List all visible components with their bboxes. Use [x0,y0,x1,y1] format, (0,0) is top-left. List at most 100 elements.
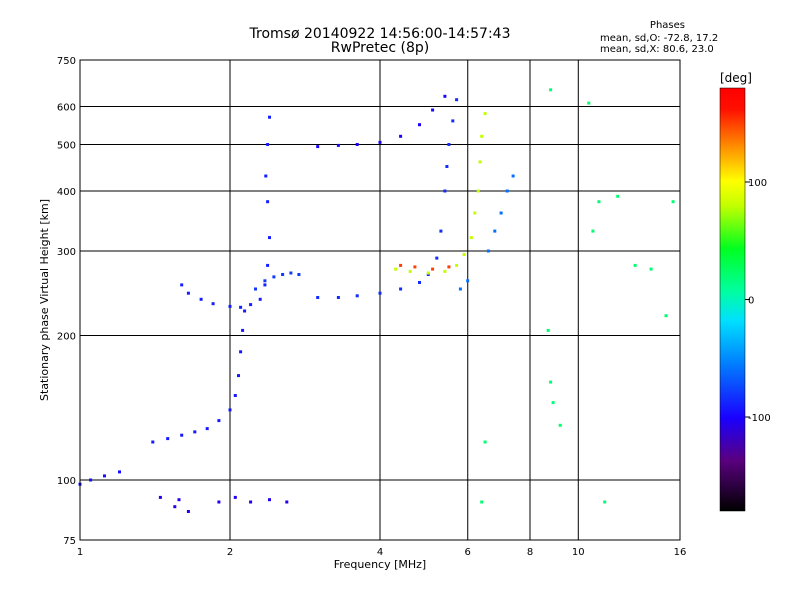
echo-point-5-10 [445,165,449,168]
x-tick-label-5: 10 [572,547,585,558]
echo-point-3-1 [186,291,190,295]
echo-point-5-3 [378,291,382,295]
x-tick-label-3: 6 [465,547,471,558]
echo-point-3-13 [266,143,270,146]
echo-point-9-1 [413,265,417,269]
echo-point-7-3 [443,269,447,273]
echo-point-8-5 [505,189,509,193]
echo-point-3-4 [228,304,232,308]
echo-point-0-2 [103,474,106,478]
echo-point-1-3 [186,510,190,513]
echo-point-10-11 [671,200,675,204]
echo-point-8-3 [493,229,497,233]
echo-point-5-13 [455,98,459,102]
y-tick-label-7: 750 [57,56,76,67]
echo-point-10-5 [591,229,595,233]
y-tick-label-5: 500 [57,141,76,152]
echo-point-6-7 [443,94,447,98]
echo-point-3-6 [249,303,253,307]
echo-point-6-5 [418,123,421,127]
echo-point-10-6 [597,200,601,204]
colorbar-tick-label-0: 100 [748,178,767,189]
echo-point-2-7 [233,394,237,397]
echo-point-7-9 [478,160,482,164]
echo-point-6-0 [316,145,320,149]
phase-legend-title: Phases [649,20,685,31]
y-tick-label-6: 600 [57,103,76,114]
echo-point-3-9 [266,263,270,267]
echo-point-8-2 [486,249,490,253]
echo-point-5-7 [435,256,439,260]
echo-point-8-4 [499,211,503,215]
x-tick-label-2: 4 [377,547,383,558]
echo-point-9-0 [399,263,403,267]
x-tick-label-4: 8 [527,547,533,558]
colorbar-tick-label-1: 0 [748,296,754,307]
echo-point-2-4 [205,427,209,431]
echo-point-2-11 [243,309,247,313]
echo-point-6-2 [355,143,359,146]
echo-point-7-4 [455,263,459,267]
echo-point-3-2 [199,297,203,301]
echo-point-3-10 [268,236,271,240]
echo-point-3-14 [268,115,271,119]
colorbar-label: [deg] [720,71,752,85]
echo-point-1-7 [268,498,271,502]
echo-point-3-12 [264,174,268,178]
echo-point-1-0 [158,495,162,499]
echo-point-5-2 [355,294,359,298]
echo-point-5-0 [316,296,320,299]
echo-point-7-11 [483,112,487,116]
echo-point-5-5 [418,281,421,284]
echo-point-1-1 [173,505,177,509]
echo-point-2-0 [151,440,155,444]
grid-lines [80,60,680,540]
echo-point-1-6 [249,500,253,504]
echo-point-10-0 [546,328,550,332]
echo-point-2-1 [166,437,170,441]
echo-point-2-10 [241,328,245,332]
echo-point-8-0 [458,287,462,291]
echo-point-7-10 [480,134,484,138]
x-tick-label-1: 2 [227,547,233,558]
echo-point-7-5 [462,253,466,256]
chart-title: Tromsø 20140922 14:56:00-14:57:43 [249,26,511,42]
echo-point-3-11 [266,200,270,204]
echo-point-4-2 [272,275,276,279]
colorbar-ticks: 100 0 -100 [745,178,771,424]
echo-point-3-3 [211,302,215,306]
echo-point-3-7 [258,297,262,301]
phase-legend-o: mean, sd,O: -72.8, 17.2 [600,33,719,44]
echo-point-2-8 [237,374,240,378]
echo-points [78,88,675,513]
echo-point-7-6 [469,236,473,240]
echo-point-7-8 [476,189,480,193]
echo-point-5-12 [451,119,455,123]
echo-point-2-6 [228,408,232,412]
echo-point-6-4 [399,134,403,138]
echo-point-1-8 [285,500,289,504]
echo-point-7-0 [394,267,398,271]
echo-point-9-3 [447,265,451,269]
echo-point-7-2 [426,271,430,275]
echo-point-2-3 [193,430,197,434]
echo-point-2-5 [217,419,221,423]
echo-point-10-12 [483,440,487,444]
echo-point-2-9 [239,350,243,354]
echo-point-4-3 [281,273,285,276]
echo-point-10-9 [649,267,653,271]
echo-point-1-4 [217,500,221,504]
x-tick-label-0: 1 [77,547,83,558]
echo-point-10-3 [558,423,562,427]
y-axis-label: Stationary phase Virtual Height [km] [38,199,51,401]
echo-point-10-15 [549,88,553,92]
y-tick-label-3: 300 [57,247,76,258]
y-tick-label-0: 75 [63,536,76,547]
echo-point-1-5 [233,495,237,499]
echo-point-0-3 [118,470,121,474]
x-tick-label-6: 16 [674,547,687,558]
echo-point-2-2 [180,433,184,437]
echo-point-3-8 [263,283,267,287]
x-axis-label: Frequency [MHz] [334,558,426,571]
